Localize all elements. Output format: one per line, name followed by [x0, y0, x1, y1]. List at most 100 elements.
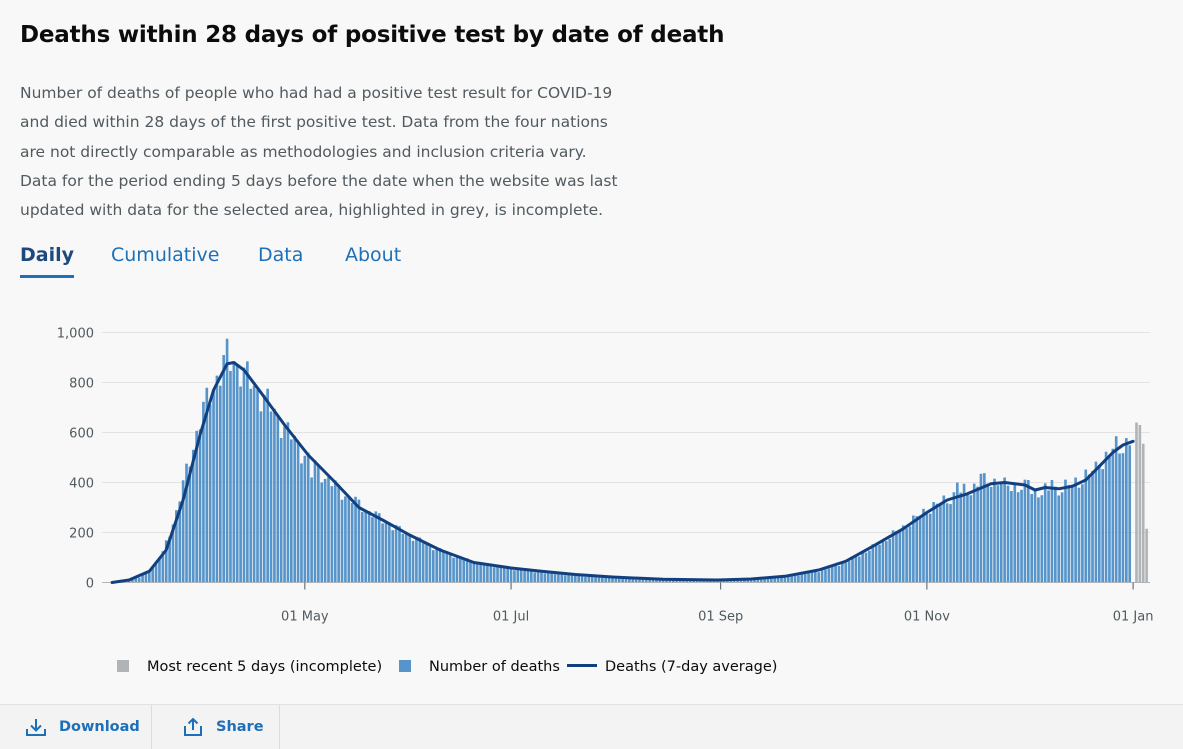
bar	[462, 559, 465, 582]
bar	[794, 575, 797, 582]
bar	[986, 484, 989, 583]
bar	[1068, 485, 1071, 583]
bar	[1064, 480, 1067, 583]
bar	[226, 339, 229, 583]
bar	[1101, 469, 1104, 582]
bar	[1010, 491, 1013, 583]
bar	[635, 579, 638, 582]
bar	[1118, 453, 1121, 582]
x-tick-label: 01 May	[281, 610, 329, 625]
bar	[858, 557, 861, 583]
bar	[851, 556, 854, 582]
legend-bars[interactable]: Number of deaths	[399, 659, 560, 675]
bar	[976, 487, 979, 583]
bar	[936, 504, 939, 583]
bar	[358, 500, 361, 583]
bar	[456, 556, 459, 583]
x-tick-label: 01 Sep	[698, 610, 743, 625]
bar	[337, 485, 340, 583]
bar	[354, 497, 357, 583]
bar	[1098, 465, 1101, 583]
bar	[828, 568, 831, 582]
bar	[364, 510, 367, 583]
bar	[1017, 492, 1020, 582]
bar	[591, 576, 594, 582]
bar	[831, 565, 834, 582]
bar	[395, 525, 398, 582]
grid-lines	[102, 333, 1150, 583]
tab-daily[interactable]: Daily	[20, 244, 74, 266]
bar	[402, 534, 405, 583]
tab-cumulative[interactable]: Cumulative	[111, 244, 219, 266]
y-tick-label: 1,000	[57, 327, 94, 342]
bar	[506, 567, 509, 582]
bar	[253, 386, 256, 583]
bar	[899, 531, 902, 582]
bar	[537, 572, 540, 582]
y-tick-label: 600	[69, 427, 94, 442]
bar	[293, 436, 296, 583]
bar	[1088, 475, 1091, 583]
description-line: are not directly comparable as methodolo…	[20, 138, 620, 167]
bar	[547, 572, 550, 582]
bar	[861, 553, 864, 583]
bar	[533, 572, 536, 582]
bar	[922, 509, 925, 583]
tab-data[interactable]: Data	[258, 244, 303, 266]
x-tick-label: 01 Jul	[493, 610, 529, 625]
bar	[615, 578, 618, 582]
bar	[997, 485, 1000, 582]
bar	[435, 547, 438, 582]
download-label: Download	[59, 719, 140, 735]
bar	[848, 561, 851, 582]
bar	[797, 575, 800, 582]
bar	[304, 456, 307, 583]
bar	[1027, 480, 1030, 583]
bar	[429, 545, 432, 582]
description-line: and died within 28 days of the first pos…	[20, 108, 620, 137]
bar	[496, 566, 499, 582]
bar-incomplete	[1142, 444, 1145, 583]
y-tick-label: 0	[86, 577, 94, 592]
bar	[239, 387, 242, 583]
bar	[479, 562, 482, 582]
bar	[787, 576, 790, 582]
bar	[371, 517, 374, 582]
footer-bar: Download Share	[0, 704, 1183, 749]
bar-incomplete	[1145, 529, 1148, 583]
bar	[398, 526, 401, 582]
bar	[216, 376, 219, 583]
download-icon	[25, 717, 47, 737]
bar	[811, 572, 814, 583]
bar	[621, 578, 624, 582]
bar	[1013, 485, 1016, 583]
bar	[1030, 494, 1033, 583]
bar	[834, 566, 837, 583]
share-icon	[182, 717, 204, 737]
bar	[459, 556, 462, 582]
bar	[1044, 483, 1047, 582]
tab-about[interactable]: About	[345, 244, 401, 266]
bar	[1037, 497, 1040, 582]
bar	[905, 528, 908, 582]
bar	[408, 536, 411, 583]
bar	[949, 504, 952, 582]
legend-line[interactable]: Deaths (7-day average)	[567, 659, 777, 675]
bar	[540, 573, 543, 583]
bars	[104, 339, 1148, 583]
legend-incomplete[interactable]: Most recent 5 days (incomplete)	[117, 659, 382, 675]
bar	[888, 539, 891, 583]
bar	[557, 574, 560, 583]
bar	[1108, 456, 1111, 583]
bar	[550, 573, 553, 583]
bar	[283, 427, 286, 583]
bar	[604, 578, 607, 582]
bar	[564, 575, 567, 582]
bar	[1084, 470, 1087, 583]
bar	[912, 515, 915, 582]
bar	[1095, 462, 1098, 583]
legend-line-label: Deaths (7-day average)	[605, 659, 777, 675]
share-button[interactable]: Share	[152, 705, 280, 749]
bar	[1047, 490, 1050, 582]
download-button[interactable]: Download	[0, 705, 152, 749]
